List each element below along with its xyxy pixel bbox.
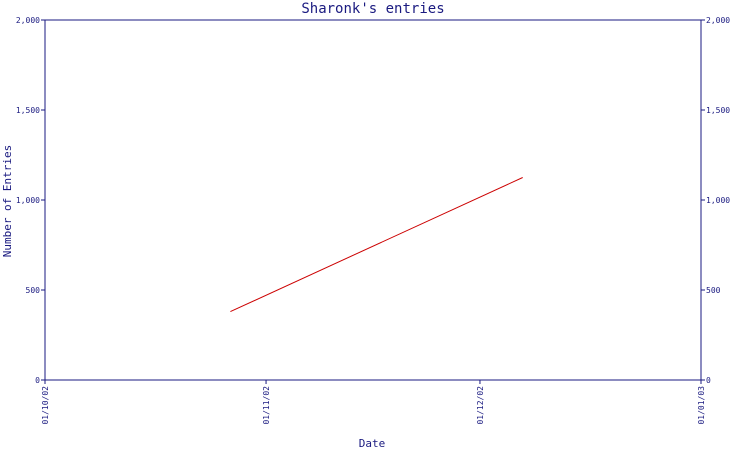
y-axis-label: Number of Entries <box>1 145 14 258</box>
y-tick-label-left: 1,000 <box>16 196 40 205</box>
x-tick-label: 01/11/02 <box>262 386 271 425</box>
y-tick-label-right: 0 <box>706 376 711 385</box>
ticks-layer: 0 0 500 500 1,000 1,000 1,500 1,500 2,000 2,000 01… <box>16 16 730 425</box>
series-line <box>230 177 523 313</box>
y-tick-label-left: 2,000 <box>16 16 40 25</box>
y-tick-label-right: 500 <box>706 286 721 295</box>
chart-title: Sharonk's entries <box>301 1 444 17</box>
x-tick-label: 01/01/03 <box>697 386 706 425</box>
y-tick-label-right: 1,500 <box>706 106 730 115</box>
y-tick-label-right: 2,000 <box>706 16 730 25</box>
y-tick-label-left: 500 <box>26 286 41 295</box>
y-tick-label-right: 1,000 <box>706 196 730 205</box>
y-tick-label-left: 1,500 <box>16 106 40 115</box>
y-tick-label-left: 0 <box>35 376 40 385</box>
x-tick-label: 01/12/02 <box>476 386 485 425</box>
x-axis-label: Date <box>359 437 386 450</box>
plot-area <box>44 19 702 381</box>
x-tick-label: 01/10/02 <box>41 386 50 425</box>
series-layer <box>230 177 523 313</box>
